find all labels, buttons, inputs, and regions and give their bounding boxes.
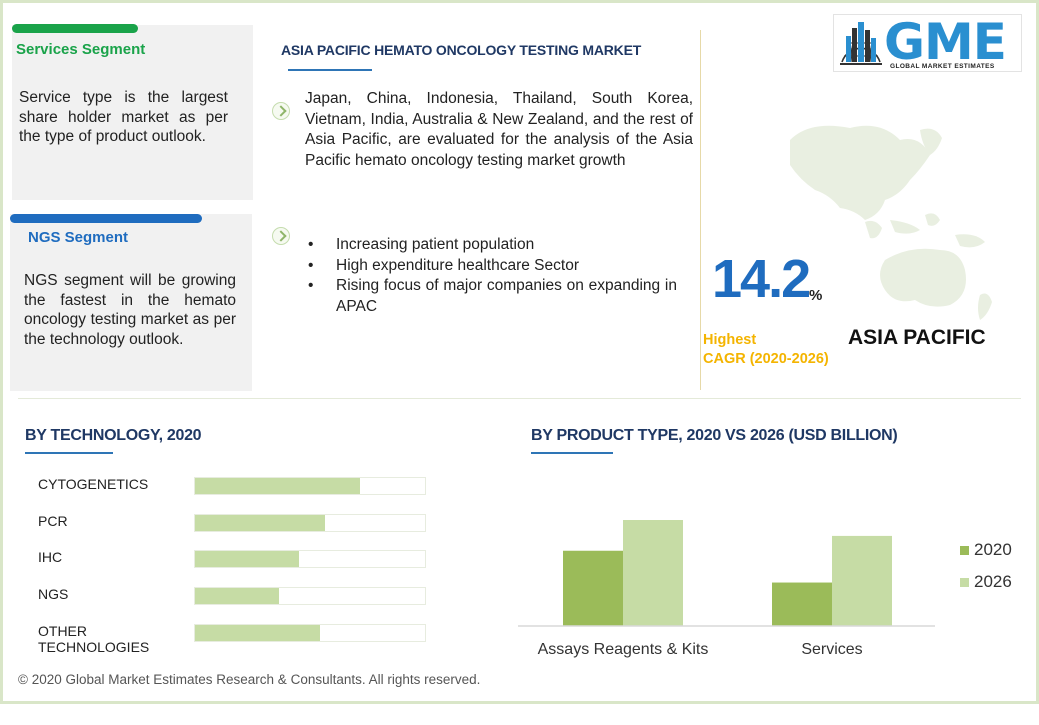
cagr-unit: %	[809, 287, 823, 304]
legend-label-2026: 2026	[974, 572, 1012, 591]
logo-text: GME	[884, 13, 1007, 71]
tech-bar	[195, 588, 279, 604]
bar-2026	[623, 520, 683, 626]
legend-swatch-2026	[960, 578, 969, 588]
gme-logo: GME GLOBAL MARKET ESTIMATES	[833, 14, 1022, 72]
drivers-list: Increasing patient population High expen…	[305, 235, 677, 317]
tech-category-label: PCR	[38, 513, 68, 529]
cagr-label-line2: CAGR (2020-2026)	[703, 351, 829, 367]
services-segment-pill	[12, 24, 138, 33]
tech-category-label: OTHER TECHNOLOGIES	[38, 623, 150, 655]
tech-bar-track	[194, 550, 426, 568]
main-title-underline	[288, 69, 372, 71]
tech-bar	[195, 625, 320, 641]
bar-2026	[832, 535, 892, 626]
globe-building-icon	[840, 22, 882, 65]
cagr-label: Highest CAGR (2020-2026)	[703, 331, 829, 369]
tech-bar-track	[194, 624, 426, 642]
bar-2020	[563, 550, 623, 626]
tech-bar-track	[194, 514, 426, 532]
asia-pacific-map	[790, 125, 992, 320]
product-chart-title: BY PRODUCT TYPE, 2020 VS 2026 (USD BILLI…	[531, 427, 898, 444]
ngs-segment-panel	[10, 214, 252, 391]
tech-bar	[195, 551, 299, 567]
list-item: Rising focus of major companies on expan…	[305, 276, 677, 317]
tech-category-label: IHC	[38, 549, 63, 565]
technology-title-underline	[25, 452, 113, 454]
ngs-segment-pill	[10, 214, 202, 223]
product-bar-chart: Assays Reagents & Kits Services	[518, 520, 935, 658]
main-title: ASIA PACIFIC HEMATO ONCOLOGY TESTING MAR…	[281, 42, 642, 58]
coverage-paragraph: Japan, China, Indonesia, Thailand, South…	[305, 90, 693, 169]
chevron-right-icon	[272, 102, 290, 120]
tech-bar	[195, 515, 325, 531]
tech-bar	[195, 478, 360, 494]
services-segment-text: Service type is the largest share holder…	[19, 89, 228, 145]
legend-item-2020: 2020	[960, 540, 1012, 560]
ngs-segment-title: NGS Segment	[28, 229, 129, 246]
bar-2020	[772, 582, 832, 626]
tech-bar-track	[194, 587, 426, 605]
logo-subtext: GLOBAL MARKET ESTIMATES	[890, 63, 995, 70]
tech-bar-track	[194, 477, 426, 495]
cagr-value: 14.2	[712, 249, 811, 309]
legend-label-2020: 2020	[974, 540, 1012, 559]
product-title-underline	[531, 452, 613, 454]
list-item: Increasing patient population	[305, 235, 677, 256]
legend-item-2026: 2026	[960, 572, 1012, 592]
x-tick-label: Assays Reagents & Kits	[538, 641, 709, 658]
chevron-right-icon	[272, 227, 290, 245]
legend-swatch-2020	[960, 546, 969, 556]
copyright-footer: © 2020 Global Market Estimates Research …	[18, 672, 481, 687]
horizontal-divider	[18, 398, 1021, 399]
tech-category-label: NGS	[38, 586, 69, 602]
technology-chart-title: BY TECHNOLOGY, 2020	[25, 427, 202, 444]
x-tick-label: Services	[801, 641, 862, 658]
services-segment-panel	[12, 25, 253, 200]
vertical-divider	[700, 30, 701, 390]
cagr-label-line1: Highest	[703, 332, 757, 348]
ngs-segment-text: NGS segment will be growing the fastest …	[24, 272, 236, 348]
region-label: ASIA PACIFIC	[848, 326, 986, 349]
list-item: High expenditure healthcare Sector	[305, 256, 677, 277]
tech-category-label: CYTOGENETICS	[38, 476, 149, 492]
services-segment-title: Services Segment	[16, 41, 146, 58]
